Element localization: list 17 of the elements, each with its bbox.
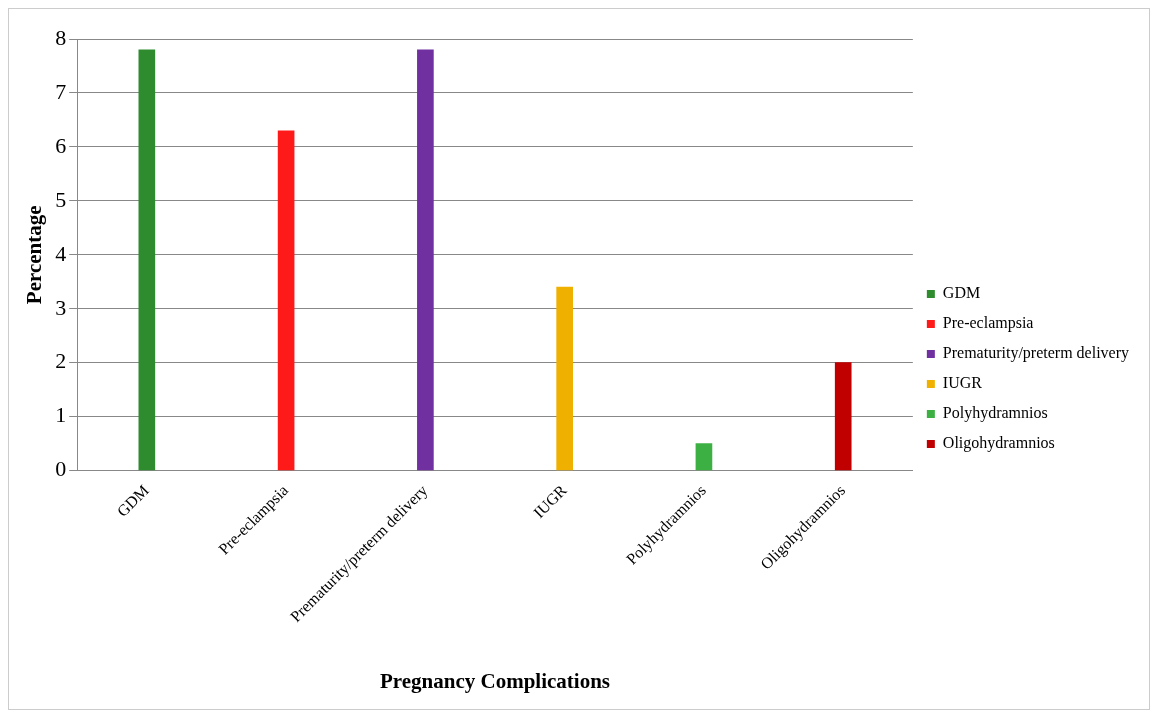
legend-label: GDM: [942, 284, 981, 302]
y-tick-label: 8: [55, 24, 67, 50]
y-tick-label: 5: [55, 186, 67, 212]
y-axis-title: Percentage: [22, 205, 47, 305]
y-tick-label: 2: [55, 348, 67, 374]
y-tick-label: 3: [55, 294, 67, 320]
legend-label: Prematurity/preterm delivery: [942, 344, 1129, 363]
legend-label: Oligohydramnios: [942, 434, 1055, 453]
legend-label: Polyhydramnios: [942, 404, 1048, 423]
y-tick-label: 4: [55, 240, 67, 266]
legend-label: Pre-eclampsia: [942, 314, 1034, 333]
y-tick-label: 0: [55, 456, 67, 482]
x-axis-title: Pregnancy Complications: [380, 668, 611, 693]
legend-label: IUGR: [942, 374, 983, 392]
y-tick-label: 6: [55, 132, 67, 158]
y-tick-label: 1: [55, 402, 67, 428]
y-tick-label: 7: [55, 78, 67, 104]
